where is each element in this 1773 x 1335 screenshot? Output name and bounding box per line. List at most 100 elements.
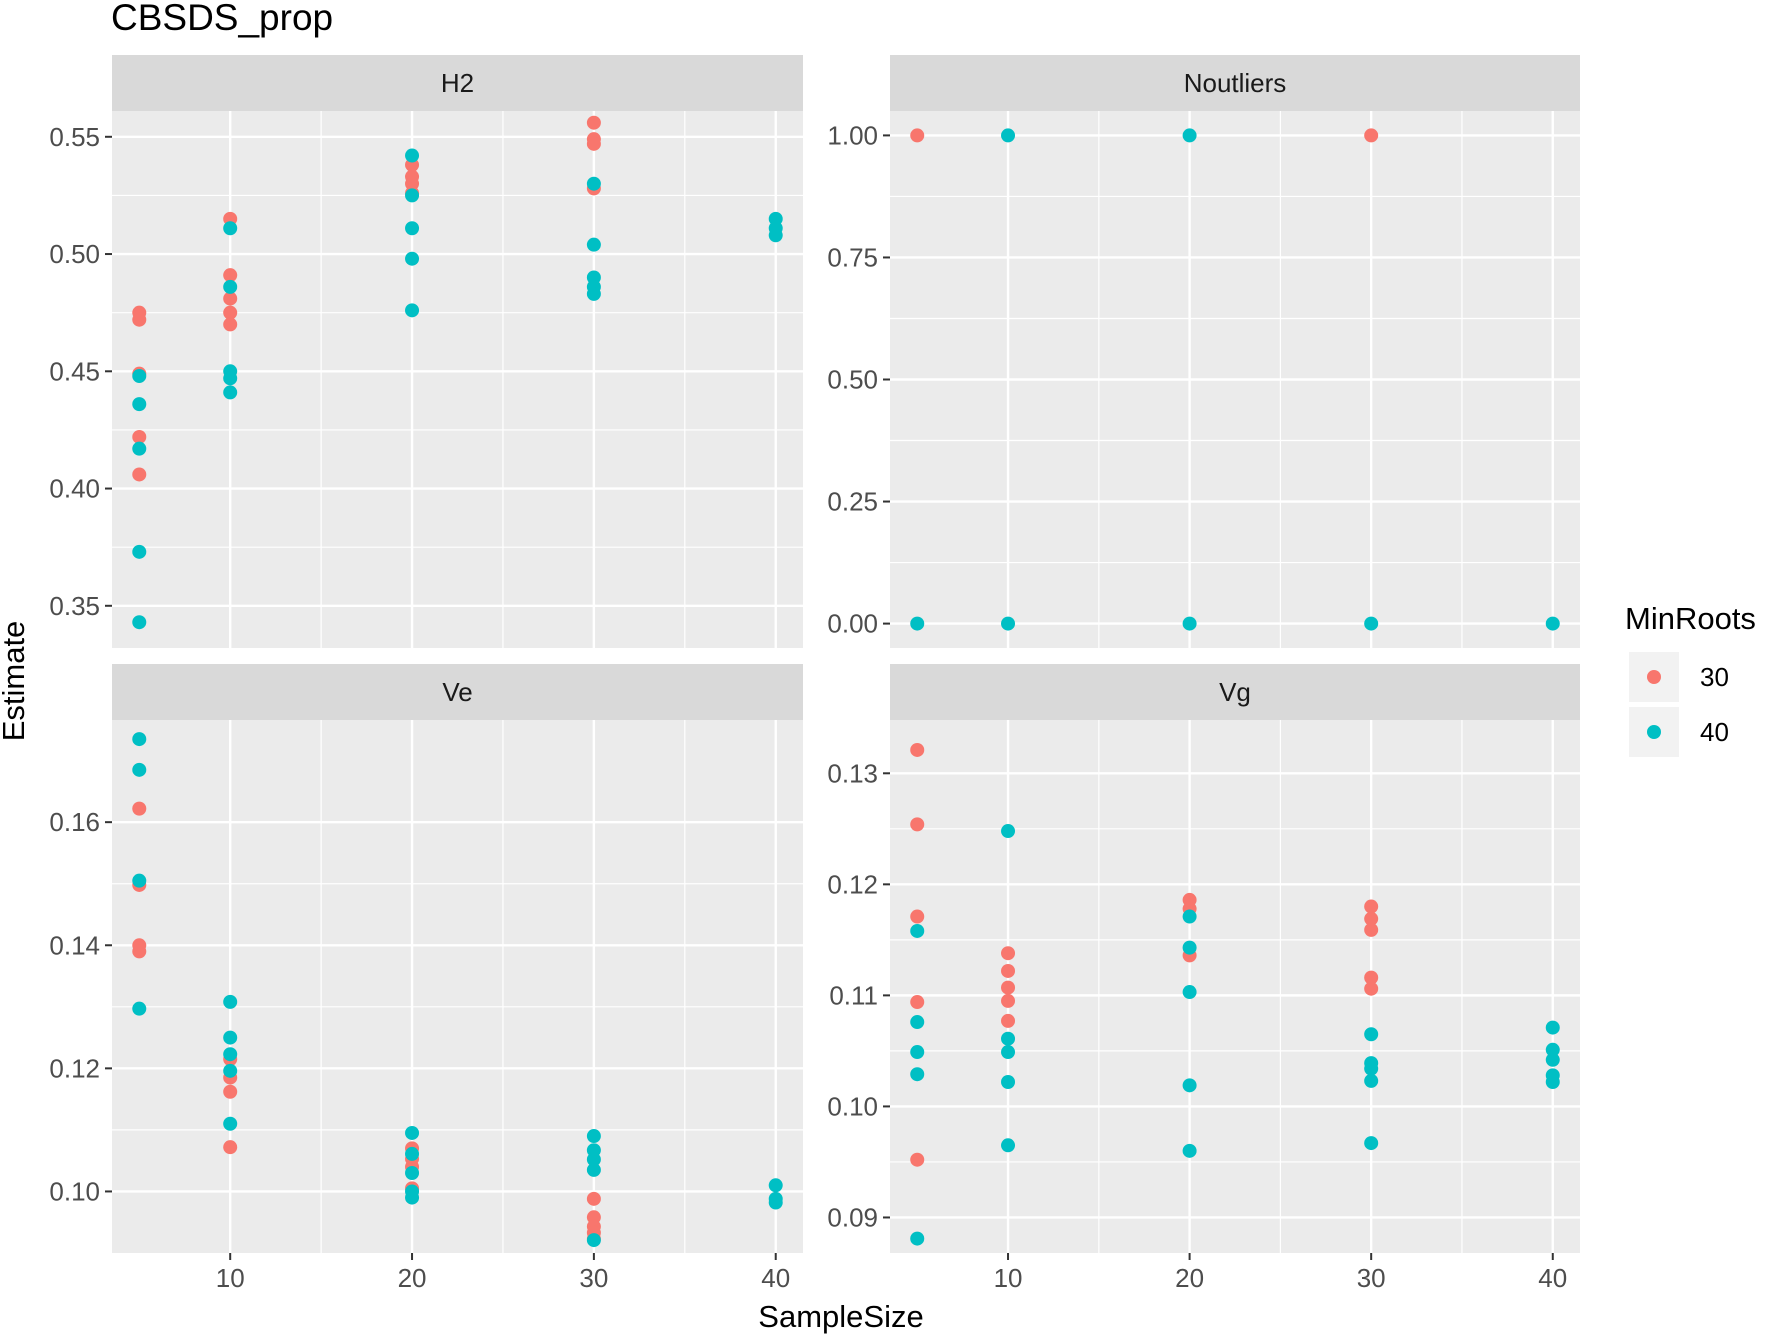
data-point: [1364, 922, 1379, 937]
y-tick-label: 0.12: [49, 1053, 100, 1083]
data-point: [132, 944, 147, 959]
x-tick-label: 10: [216, 1263, 245, 1293]
data-point: [132, 732, 147, 747]
series-40: [910, 824, 1560, 1246]
data-point: [132, 873, 147, 888]
series-40: [132, 148, 783, 630]
y-tick-label: 0.75: [827, 242, 878, 272]
data-point: [223, 1063, 238, 1078]
data-point: [1001, 1031, 1016, 1046]
chart-title: CBSDS_prop: [111, 0, 333, 38]
x-tick-label: 40: [761, 1263, 790, 1293]
facet-strip-label: H2: [441, 68, 474, 98]
data-point: [768, 228, 783, 243]
y-tick-label: 0.14: [49, 930, 100, 960]
data-point: [132, 762, 147, 777]
data-point: [223, 1084, 238, 1099]
series-40: [910, 128, 1560, 631]
data-point: [910, 128, 925, 143]
data-point: [1182, 909, 1197, 924]
data-point: [223, 1030, 238, 1045]
data-point: [1182, 1078, 1197, 1093]
panel-background: [890, 720, 1580, 1253]
data-point: [405, 221, 420, 236]
facet-strip: [112, 664, 803, 720]
data-point: [910, 1231, 925, 1246]
data-point: [132, 429, 147, 444]
data-point: [223, 268, 238, 283]
y-tick-label: 1.00: [827, 120, 878, 150]
data-point: [1182, 940, 1197, 955]
x-tick-label: 40: [1538, 1263, 1567, 1293]
data-point: [1001, 1013, 1016, 1028]
data-point: [1364, 970, 1379, 985]
x-tick-label: 10: [994, 1263, 1023, 1293]
data-point: [910, 1045, 925, 1060]
facet-strip: [112, 55, 803, 111]
data-point: [768, 1195, 783, 1210]
panel-background: [112, 720, 803, 1253]
data-point: [1545, 616, 1560, 631]
data-point: [1364, 911, 1379, 926]
data-point: [586, 176, 601, 191]
data-point: [223, 1116, 238, 1131]
legend-key-30: 30: [1629, 652, 1729, 702]
facet-strip-label: Noutliers: [1184, 68, 1287, 98]
data-point: [1545, 1052, 1560, 1067]
data-point: [223, 371, 238, 386]
y-tick-label: 0.50: [49, 239, 100, 269]
data-point: [1001, 946, 1016, 961]
facet-strip: [890, 664, 1580, 720]
facet-strip: [890, 55, 1580, 111]
data-point: [132, 1001, 147, 1016]
data-point: [910, 1152, 925, 1167]
data-point: [405, 148, 420, 163]
data-point: [223, 994, 238, 1009]
data-point: [1364, 1136, 1379, 1151]
data-point: [1001, 980, 1016, 995]
data-point: [405, 251, 420, 266]
panel-ve: Ve 0.10 0.12 0.14 0.16 10 20 30 40: [49, 664, 803, 1293]
legend-key-40: 40: [1629, 707, 1729, 757]
data-point: [223, 385, 238, 400]
legend-title: MinRoots: [1625, 601, 1756, 636]
data-point: [586, 1233, 601, 1248]
y-tick-label: 0.55: [49, 122, 100, 152]
y-tick-label: 0.09: [827, 1202, 878, 1232]
data-point: [1364, 1027, 1379, 1042]
legend-label: 30: [1700, 662, 1729, 692]
legend: MinRoots 30 40: [1625, 601, 1756, 757]
y-tick-label: 0.10: [49, 1176, 100, 1206]
data-point: [910, 616, 925, 631]
data-point: [1001, 963, 1016, 978]
data-point: [1001, 993, 1016, 1008]
legend-key-point: [1647, 670, 1661, 684]
data-point: [1364, 1061, 1379, 1076]
data-point: [405, 303, 420, 318]
data-point: [132, 397, 147, 412]
data-point: [586, 286, 601, 301]
data-point: [1545, 1074, 1560, 1089]
data-point: [910, 1015, 925, 1030]
data-point: [1364, 616, 1379, 631]
x-tick-label: 20: [1175, 1263, 1204, 1293]
data-point: [1182, 985, 1197, 1000]
y-tick-label: 0.50: [827, 365, 878, 395]
panel-background: [112, 111, 803, 648]
y-tick-label: 0.35: [49, 591, 100, 621]
data-point: [586, 1152, 601, 1167]
data-point: [223, 317, 238, 332]
data-point: [223, 221, 238, 236]
series-40: [132, 732, 783, 1248]
data-point: [910, 817, 925, 832]
legend-key-point: [1647, 725, 1661, 739]
data-point: [910, 1067, 925, 1082]
y-tick-label: 0.13: [827, 758, 878, 788]
y-tick-label: 0.45: [49, 356, 100, 386]
x-tick-label: 30: [579, 1263, 608, 1293]
data-point: [586, 1191, 601, 1206]
data-point: [1182, 616, 1197, 631]
data-point: [910, 995, 925, 1010]
data-point: [586, 1129, 601, 1144]
data-point: [910, 742, 925, 757]
